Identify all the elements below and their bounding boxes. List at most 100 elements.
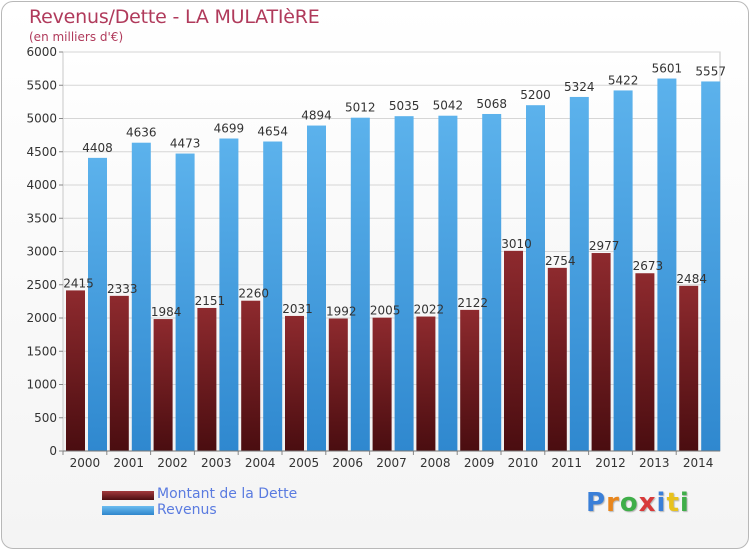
y-tick-label: 4000: [26, 178, 57, 192]
x-tick-label: 2007: [376, 456, 407, 470]
data-label-dette: 2333: [107, 282, 138, 296]
legend-label-dette: Montant de la Dette: [157, 486, 298, 502]
logo-letter: t: [666, 488, 680, 518]
data-label-dette: 2005: [370, 304, 401, 318]
x-tick-label: 2005: [289, 456, 320, 470]
data-label-revenus: 4473: [170, 137, 201, 151]
bar-revenus: [175, 153, 195, 451]
data-label-dette: 2977: [589, 239, 620, 253]
y-tick-label: 5000: [26, 112, 57, 126]
bar-revenus: [482, 113, 502, 451]
bar-dette: [679, 285, 699, 451]
bar-revenus: [526, 105, 545, 451]
bar-dette: [153, 319, 173, 451]
bar-dette: [197, 307, 217, 451]
data-label-dette: 2673: [633, 259, 664, 273]
bar-revenus: [657, 78, 677, 451]
data-label-dette: 2031: [282, 302, 313, 316]
logo-letter: P: [586, 488, 607, 518]
legend-label-revenus: Revenus: [157, 502, 217, 518]
y-tick-label: 500: [34, 411, 57, 425]
data-label-revenus: 4894: [301, 109, 332, 123]
bar-revenus: [569, 96, 589, 451]
logo-letter: x: [638, 488, 657, 518]
bar-dette: [460, 309, 480, 451]
bar-revenus: [88, 157, 107, 452]
y-tick-label: 1000: [26, 378, 57, 392]
legend-swatch-revenus: [102, 506, 154, 515]
bar-revenus: [701, 81, 721, 451]
data-label-dette: 2122: [457, 296, 488, 310]
chart-unit: (en milliers d'€): [29, 30, 124, 44]
data-label-revenus: 5324: [564, 80, 595, 94]
x-tick-label: 2011: [551, 456, 582, 470]
bar-revenus: [131, 142, 151, 451]
bar-revenus: [350, 117, 370, 452]
data-label-revenus: 5068: [476, 97, 507, 111]
bar-dette: [372, 317, 392, 451]
x-tick-label: 2000: [70, 456, 101, 470]
x-tick-label: 2006: [332, 456, 363, 470]
data-label-dette: 2260: [238, 287, 269, 301]
y-tick-label: 6000: [26, 45, 57, 59]
data-label-revenus: 4408: [82, 141, 113, 155]
y-tick-label: 2500: [26, 278, 57, 292]
x-tick-label: 2012: [595, 456, 626, 470]
data-label-revenus: 5557: [695, 64, 726, 78]
bar-dette: [241, 300, 261, 451]
x-tick-label: 2008: [420, 456, 451, 470]
data-label-dette: 2754: [545, 254, 576, 268]
logo-letter: i: [656, 488, 667, 518]
data-label-dette: 1984: [151, 305, 182, 319]
bar-revenus: [263, 141, 283, 451]
logo-letter: i: [679, 488, 690, 518]
data-label-dette: 2484: [676, 272, 707, 286]
y-tick-label: 0: [49, 444, 57, 458]
data-label-revenus: 4699: [214, 122, 245, 136]
x-tick-label: 2014: [683, 456, 714, 470]
data-label-dette: 1992: [326, 305, 357, 319]
x-tick-label: 2003: [201, 456, 232, 470]
data-label-dette: 2022: [414, 303, 445, 317]
y-tick-label: 2000: [26, 311, 57, 325]
data-label-revenus: 5601: [652, 62, 683, 76]
data-label-revenus: 5200: [520, 88, 551, 102]
x-tick-label: 2013: [639, 456, 670, 470]
bar-revenus: [394, 116, 414, 452]
y-tick-label: 3500: [26, 211, 57, 225]
proxiti-logo: Proxiti: [586, 488, 690, 518]
bar-dette: [416, 316, 436, 451]
x-tick-label: 2004: [245, 456, 276, 470]
bar-dette: [635, 273, 655, 451]
bar-dette: [66, 290, 85, 451]
bar-revenus: [219, 138, 239, 452]
data-label-revenus: 5035: [389, 99, 420, 113]
bar-dette: [328, 318, 348, 451]
bar-dette: [285, 315, 304, 451]
x-tick-label: 2001: [113, 456, 144, 470]
data-label-revenus: 5042: [433, 99, 464, 113]
y-tick-label: 1500: [26, 344, 57, 358]
bar-dette: [591, 253, 611, 451]
data-label-dette: 2415: [63, 276, 94, 290]
data-label-dette: 2151: [195, 294, 226, 308]
y-tick-label: 5500: [26, 78, 57, 92]
y-tick-label: 4500: [26, 145, 57, 159]
data-label-revenus: 4636: [126, 126, 157, 140]
bar-revenus: [613, 90, 633, 451]
x-tick-label: 2002: [157, 456, 188, 470]
logo-letter: o: [619, 488, 639, 518]
data-label-revenus: 4654: [257, 125, 288, 139]
data-label-revenus: 5422: [608, 73, 639, 87]
chart-title: Revenus/Dette - LA MULATIèRE: [29, 6, 320, 28]
bar-dette: [504, 250, 523, 451]
data-label-dette: 3010: [501, 237, 532, 251]
data-label-revenus: 5012: [345, 101, 376, 115]
x-tick-label: 2010: [508, 456, 539, 470]
x-tick-label: 2009: [464, 456, 495, 470]
logo-letter: r: [606, 488, 620, 518]
legend-swatch-dette: [102, 491, 154, 500]
bar-revenus: [438, 115, 458, 451]
